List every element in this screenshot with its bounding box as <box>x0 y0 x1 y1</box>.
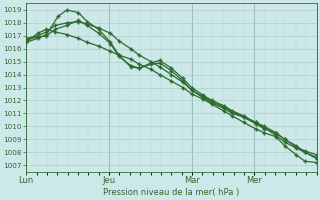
X-axis label: Pression niveau de la mer( hPa ): Pression niveau de la mer( hPa ) <box>103 188 239 197</box>
